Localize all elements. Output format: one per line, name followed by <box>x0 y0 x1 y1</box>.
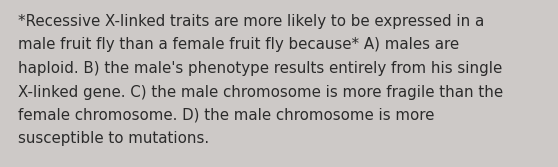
Text: *Recessive X-linked traits are more likely to be expressed in a: *Recessive X-linked traits are more like… <box>18 14 484 29</box>
Text: X-linked gene. C) the male chromosome is more fragile than the: X-linked gene. C) the male chromosome is… <box>18 85 503 100</box>
Text: haploid. B) the male's phenotype results entirely from his single: haploid. B) the male's phenotype results… <box>18 61 502 76</box>
Text: susceptible to mutations.: susceptible to mutations. <box>18 131 209 146</box>
Text: female chromosome. D) the male chromosome is more: female chromosome. D) the male chromosom… <box>18 108 434 123</box>
Text: male fruit fly than a female fruit fly because* A) males are: male fruit fly than a female fruit fly b… <box>18 38 459 52</box>
